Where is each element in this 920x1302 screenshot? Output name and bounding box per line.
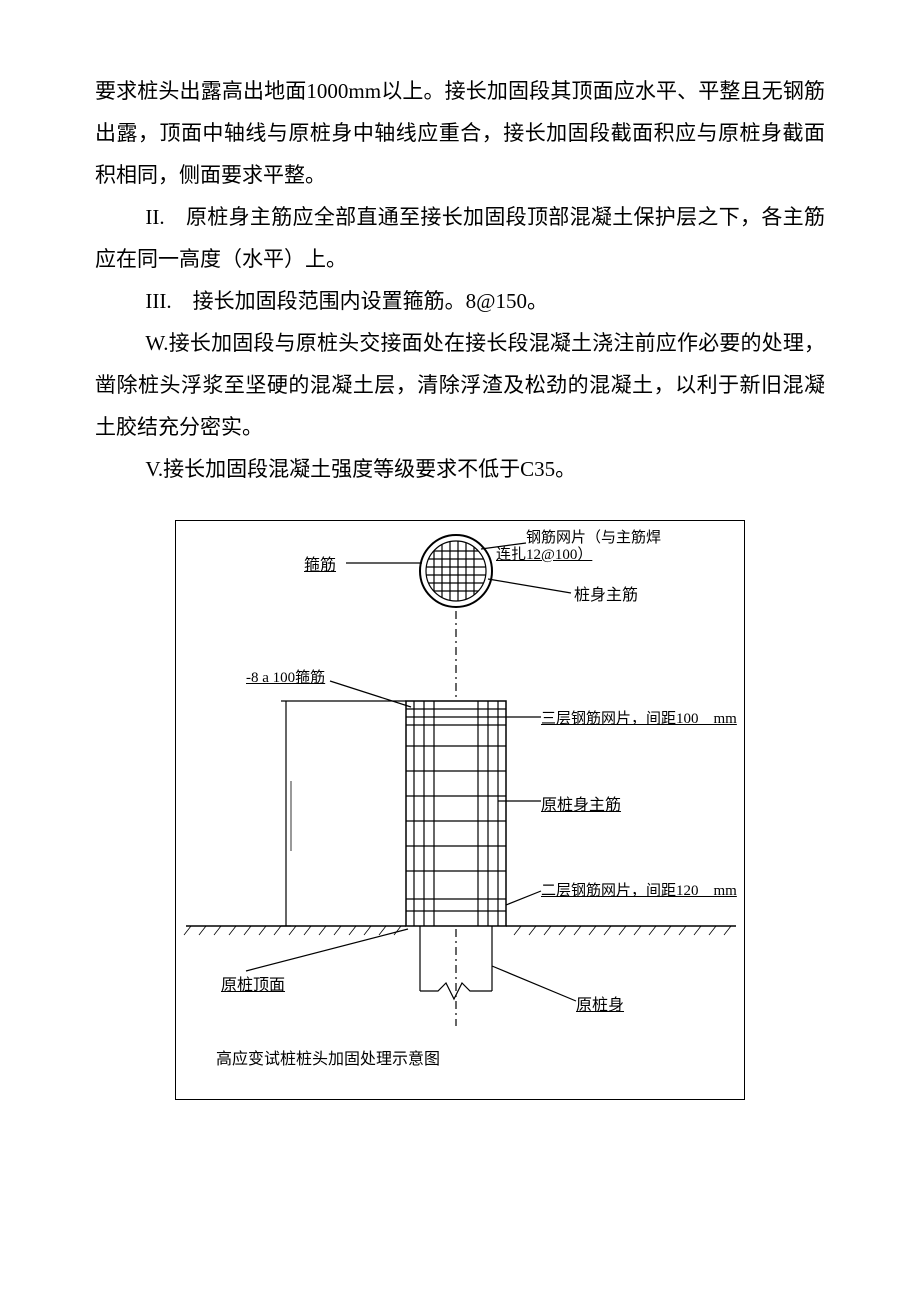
diagram-caption: 高应变试桩桩头加固处理示意图 <box>216 1045 440 1069</box>
diagram-svg <box>176 521 746 1101</box>
label-orig-main-bar: 原桩身主筋 <box>541 791 621 815</box>
label-orig-pile-body: 原桩身 <box>576 991 624 1015</box>
paragraph-5: V.接长加固段混凝土强度等级要求不低于C35。 <box>95 448 825 490</box>
label-mesh-2layer: 二层钢筋网片，间距120 mm <box>541 879 737 900</box>
paragraph-1: 要求桩头出露高出地面1000mm以上。接长加固段其顶面应水平、平整且无钢筋出露，… <box>95 70 825 196</box>
diagram-container: 箍筋 钢筋网片（与主筋焊 连扎12@100） 桩身主筋 -8 a 100箍筋 三… <box>95 520 825 1100</box>
label-stirrup-top: 箍筋 <box>304 551 336 575</box>
label-orig-pile-top: 原桩顶面 <box>221 971 285 995</box>
diagram-box: 箍筋 钢筋网片（与主筋焊 连扎12@100） 桩身主筋 -8 a 100箍筋 三… <box>175 520 745 1100</box>
label-mesh-top-2: 连扎12@100） <box>496 543 592 564</box>
paragraph-3: III. 接长加固段范围内设置箍筋。8@150。 <box>95 280 825 322</box>
label-mesh-3layer: 三层钢筋网片，间距100 mm <box>541 707 737 728</box>
label-pile-main-bar: 桩身主筋 <box>574 581 638 605</box>
text-body: 要求桩头出露高出地面1000mm以上。接长加固段其顶面应水平、平整且无钢筋出露，… <box>95 70 825 490</box>
paragraph-2: II. 原桩身主筋应全部直通至接长加固段顶部混凝土保护层之下，各主筋 应在同一高… <box>95 196 825 280</box>
label-stirrup-side: -8 a 100箍筋 <box>246 666 325 687</box>
paragraph-4: W.接长加固段与原桩头交接面处在接长段混凝土浇注前应作必要的处理，凿除桩头浮浆至… <box>95 322 825 448</box>
